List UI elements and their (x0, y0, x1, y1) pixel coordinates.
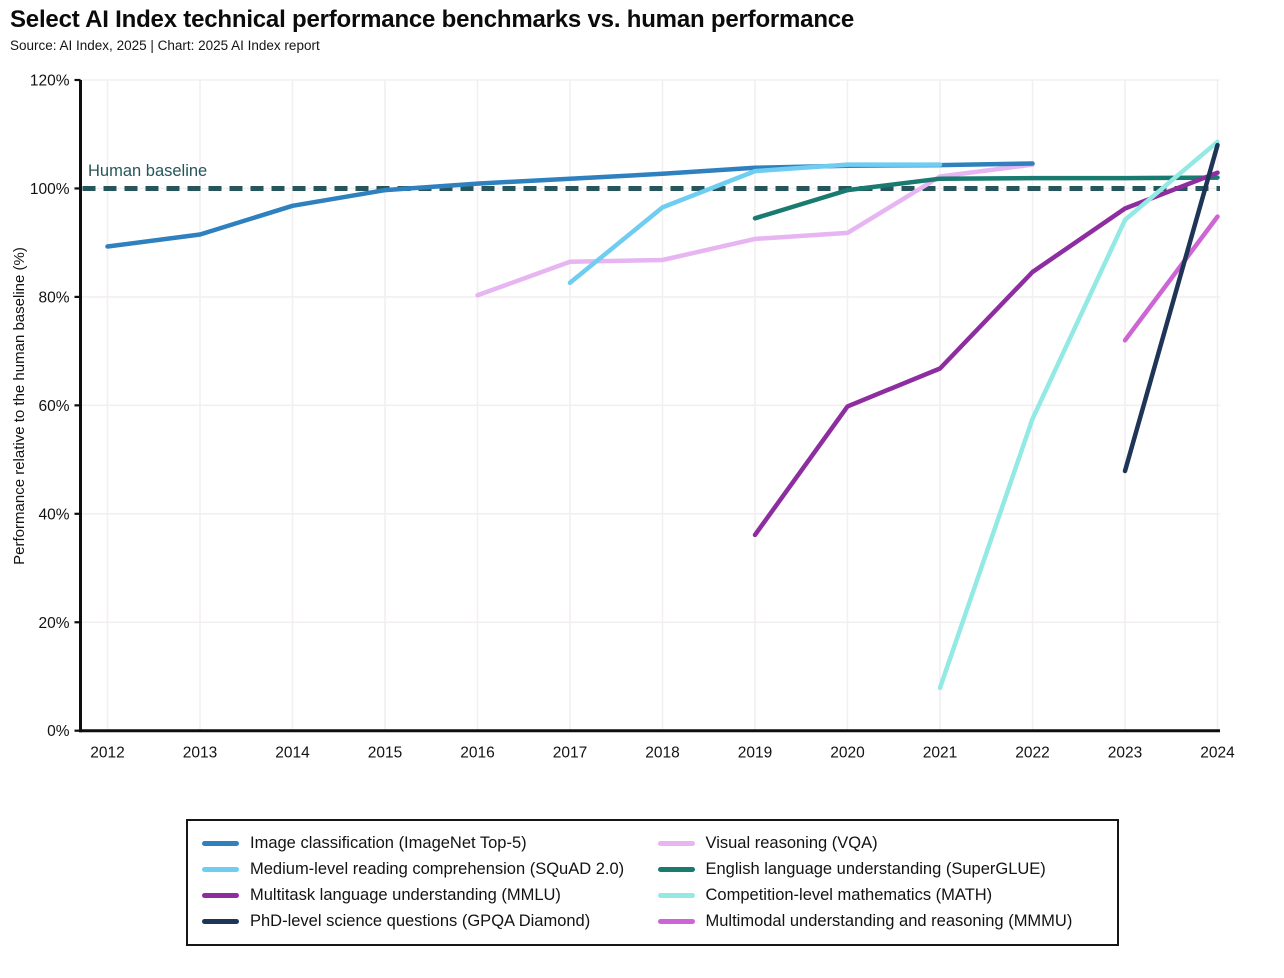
legend-swatch-icon (202, 866, 239, 872)
y-tick-label: 40% (38, 506, 69, 523)
series-line-competition-level-mathematics-math (937, 139, 1220, 691)
x-tick-label: 2013 (183, 745, 217, 762)
series-line-medium-level-reading-comprehension-squad-2-0 (567, 162, 943, 286)
legend-label: Image classification (ImageNet Top-5) (250, 833, 527, 852)
legend-item-visual-reasoning-vqa: Visual reasoning (VQA) (657, 830, 1104, 856)
legend-item-medium-level-reading-comprehension-squad-2-0: Medium-level reading comprehension (SQuA… (202, 856, 648, 882)
legend-swatch-icon (202, 919, 239, 925)
legend-swatch-icon (657, 893, 695, 899)
legend-swatch-icon (657, 840, 695, 846)
x-tick-label: 2019 (738, 745, 772, 762)
legend-item-image-classification-imagenet-top-5: Image classification (ImageNet Top-5) (202, 830, 648, 856)
legend-label: PhD-level science questions (GPQA Diamon… (250, 912, 591, 931)
legend-label: Multitask language understanding (MMLU) (250, 886, 561, 905)
x-tick-label: 2016 (460, 745, 494, 762)
series-line-multimodal-understanding-and-reasoning-mmmu (1122, 214, 1220, 343)
legend-swatch-icon (202, 893, 239, 899)
series-line-english-language-understanding-superglue (752, 175, 1220, 221)
legend-label: English language understanding (SuperGLU… (705, 859, 1046, 878)
y-tick-label: 100% (30, 181, 70, 198)
legend: Image classification (ImageNet Top-5) Med… (186, 819, 1119, 946)
chart-title: Select AI Index technical performance be… (10, 6, 855, 33)
x-tick-label: 2023 (1108, 745, 1142, 762)
series-line-multitask-language-understanding-mmlu (752, 170, 1220, 538)
legend-swatch-icon (657, 919, 695, 925)
y-tick-label: 80% (38, 289, 69, 306)
legend-item-multitask-language-understanding-mmlu: Multitask language understanding (MMLU) (202, 883, 648, 909)
legend-item-english-language-understanding-superglue: English language understanding (SuperGLU… (657, 856, 1104, 882)
human-baseline-label: Human baseline (88, 162, 207, 180)
line-chart: 0% 20% 40% 60% 80% 100% 120% 2012 2013 2014 2015 20… (11, 73, 1235, 762)
x-tick-label: 2012 (90, 745, 124, 762)
legend-label: Medium-level reading comprehension (SQuA… (250, 859, 625, 878)
legend-label: Multimodal understanding and reasoning (… (705, 912, 1073, 931)
x-tick-label: 2015 (368, 745, 402, 762)
y-axis-title: Performance relative to the human baseli… (11, 247, 28, 565)
x-tick-label: 2018 (645, 745, 679, 762)
x-tick-label: 2021 (923, 745, 957, 762)
series-line-phd-level-science-questions-gpqa-diamond (1122, 142, 1220, 474)
legend-item-competition-level-mathematics-math: Competition-level mathematics (MATH) (657, 883, 1104, 909)
y-tick-label: 20% (38, 615, 69, 632)
x-tick-label: 2020 (830, 745, 865, 762)
y-tick-label: 120% (30, 73, 70, 90)
legend-label: Competition-level mathematics (MATH) (705, 886, 993, 905)
x-tick-label: 2017 (553, 745, 587, 762)
y-tick-label: 60% (38, 398, 69, 415)
x-tick-label: 2024 (1200, 745, 1235, 762)
x-tick-label: 2022 (1015, 745, 1049, 762)
legend-item-phd-level-science-questions-gpqa-diamond: PhD-level science questions (GPQA Diamon… (202, 909, 648, 935)
legend-swatch-icon (202, 840, 239, 846)
chart-source-caption: Source: AI Index, 2025 | Chart: 2025 AI … (10, 38, 320, 53)
x-tick-label: 2014 (275, 745, 310, 762)
legend-item-multimodal-understanding-and-reasoning-mmmu: Multimodal understanding and reasoning (… (657, 909, 1104, 935)
legend-swatch-icon (657, 866, 695, 872)
legend-label: Visual reasoning (VQA) (705, 833, 878, 852)
y-tick-label: 0% (47, 723, 70, 740)
